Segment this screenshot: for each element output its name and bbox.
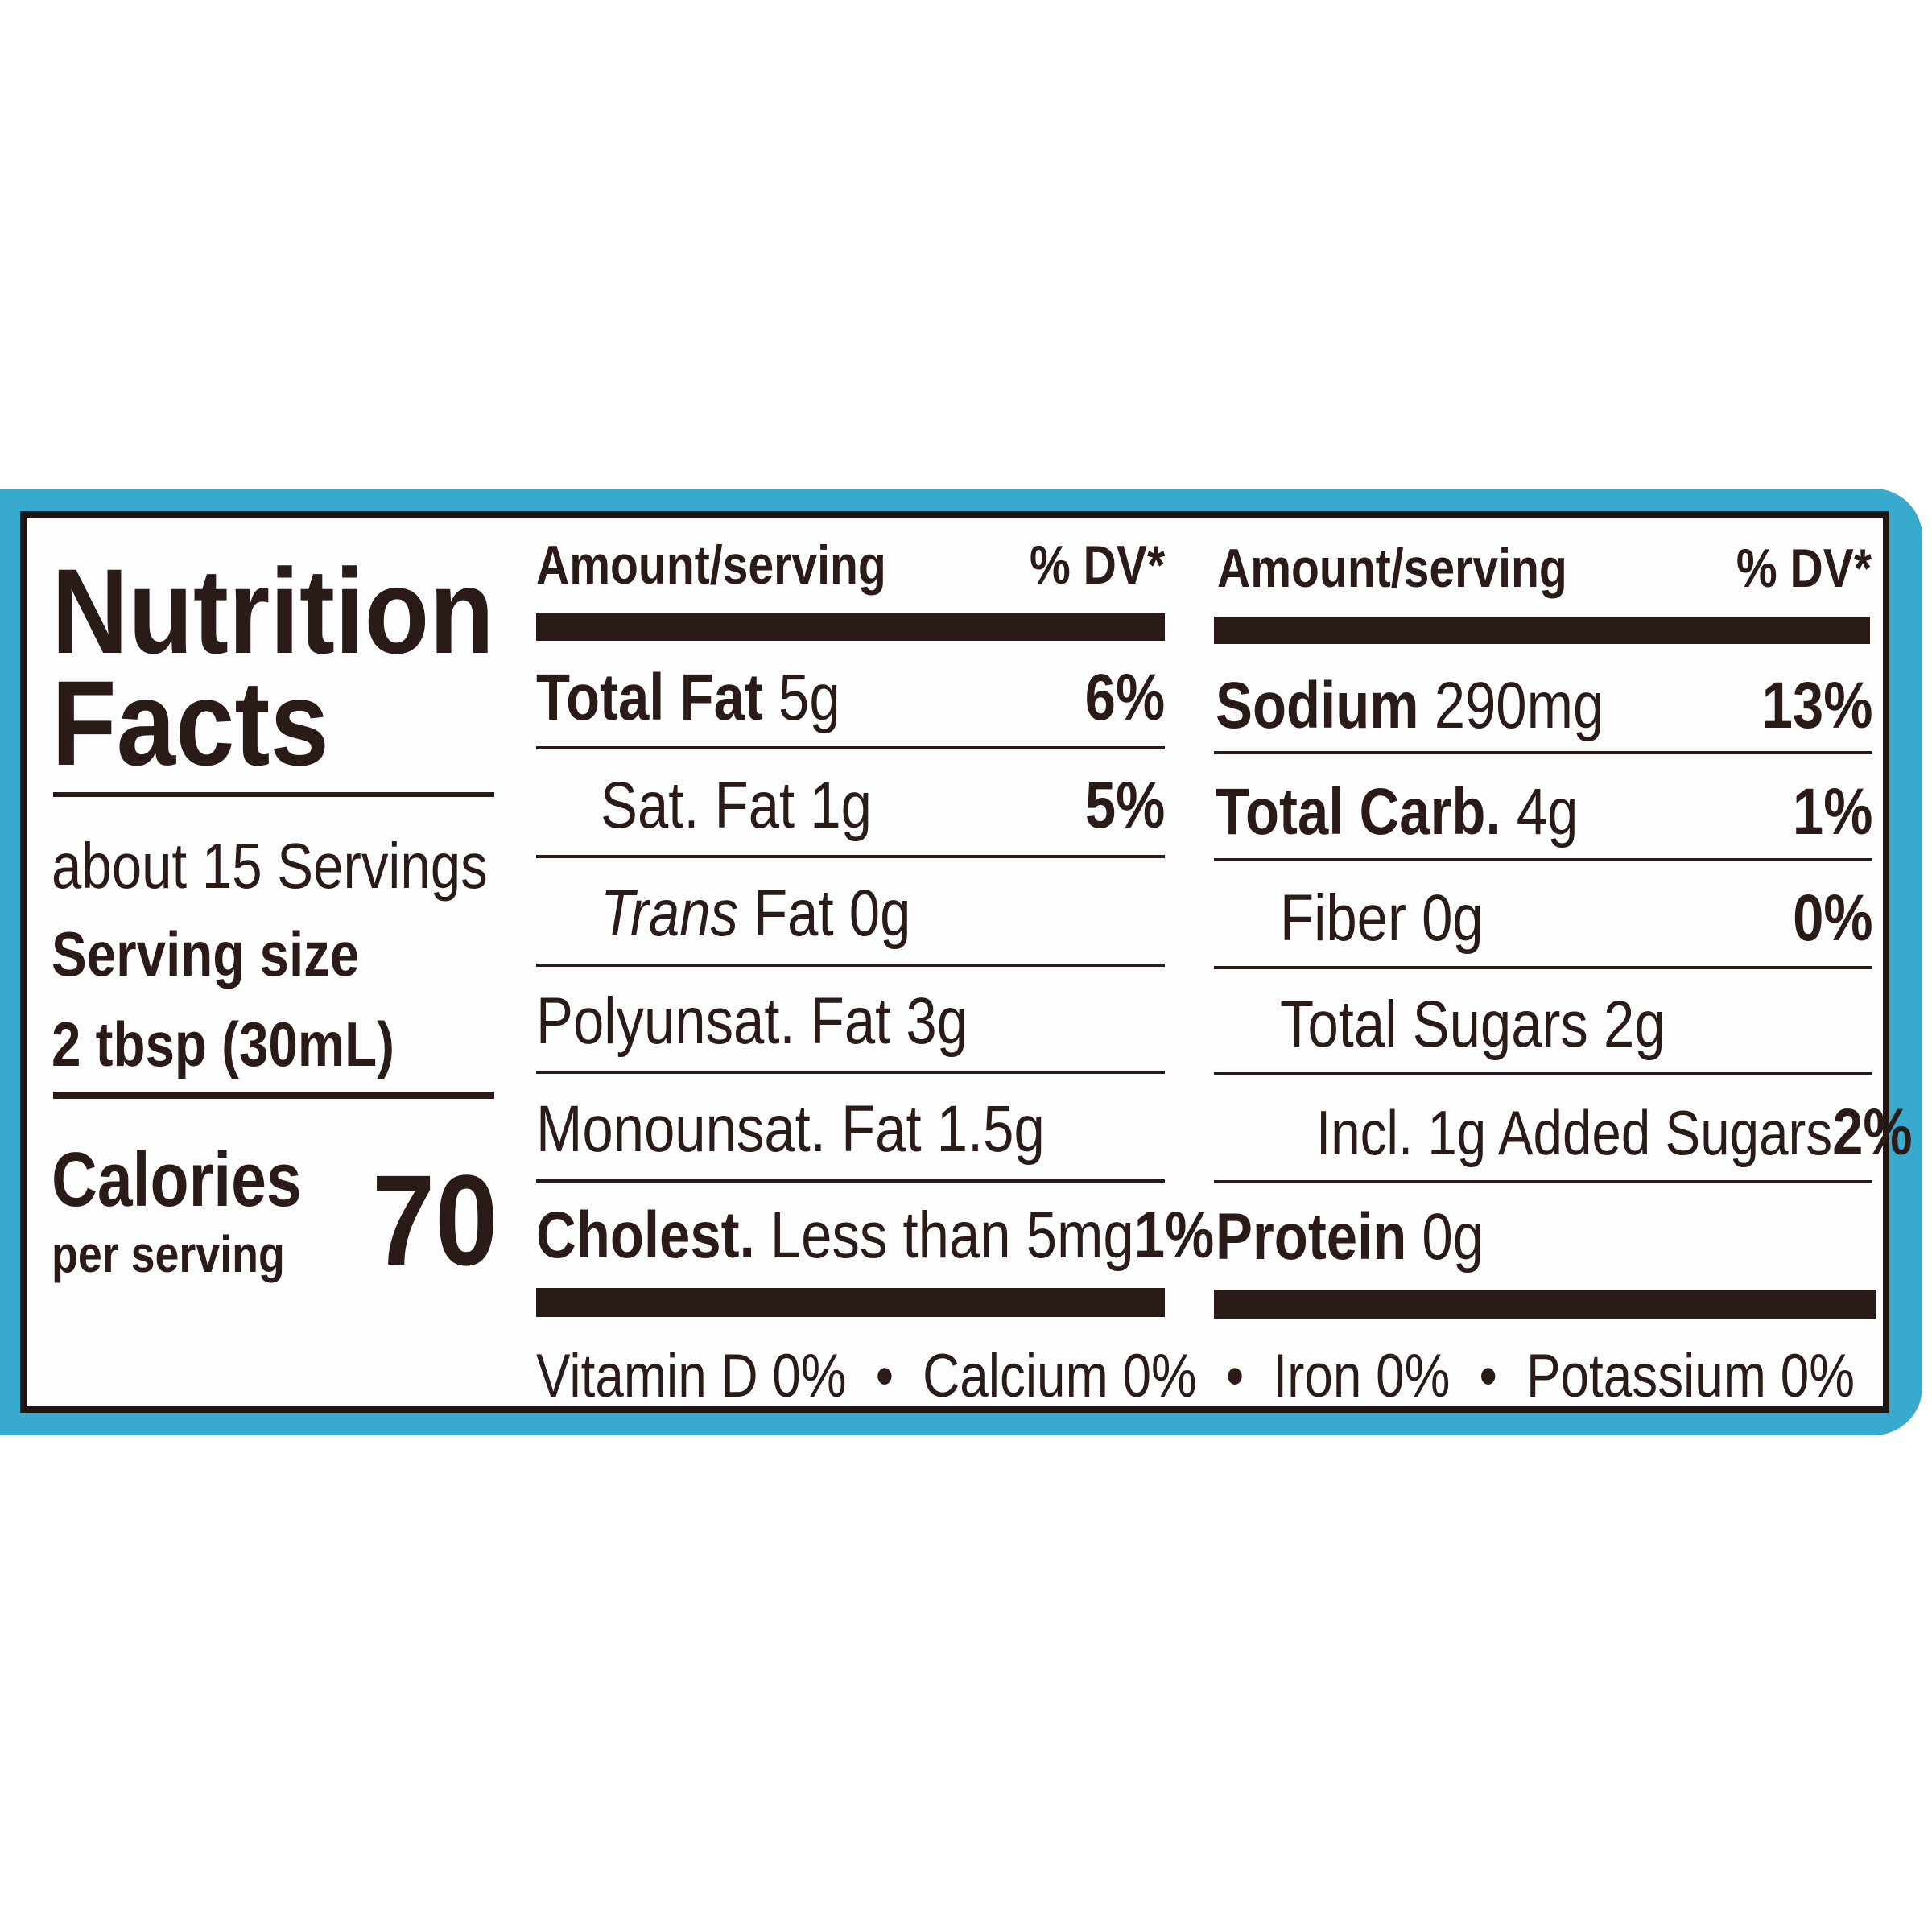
row-divider	[536, 746, 1165, 749]
dv-value: 6%	[1084, 661, 1166, 734]
row-divider	[536, 1179, 1165, 1183]
nutrient-row-sodium: Sodium 290mg 13%	[1216, 669, 1873, 742]
thick-bar	[536, 613, 1165, 641]
header-dv: % DV*	[1029, 535, 1166, 596]
calcium: Calcium 0%	[923, 1342, 1197, 1410]
calories-label: Calories	[52, 1137, 302, 1223]
bullet: •	[1225, 1342, 1245, 1410]
header-amount: Amount/serving	[536, 535, 886, 596]
nutrient-row-total-sugars: Total Sugars 2g	[1280, 988, 1666, 1061]
nutrient-row-trans-fat: Trans Fat 0g	[601, 877, 911, 950]
dv-value: 1%	[1133, 1199, 1215, 1272]
nutrient-row-total-carb: Total Carb. 4g 1%	[1216, 775, 1873, 848]
title-facts: Facts	[52, 655, 329, 791]
row-divider	[1214, 1072, 1872, 1075]
dv-value: 2%	[1832, 1096, 1913, 1169]
header-amount: Amount/serving	[1217, 538, 1567, 599]
thick-bar	[1214, 1290, 1876, 1319]
nutrient-row-protein: Protein 0g	[1216, 1200, 1484, 1274]
vitamin-d: Vitamin D 0%	[536, 1342, 847, 1410]
dv-value: 0%	[1793, 881, 1873, 955]
thick-bar	[1214, 617, 1870, 644]
nutrient-row-fiber: Fiber 0g 0%	[1280, 881, 1873, 955]
iron: Iron 0%	[1273, 1342, 1451, 1410]
row-divider	[536, 855, 1165, 858]
dv-value: 1%	[1792, 775, 1873, 848]
servings-per-container: about 15 Servings	[52, 830, 488, 902]
header-dv: % DV*	[1736, 538, 1872, 599]
serving-size-value: 2 tbsp (30mL)	[52, 1009, 394, 1080]
nutrient-row-monounsat-fat: Monounsat. Fat 1.5g	[536, 1092, 1045, 1166]
nutrient-row-cholesterol: Cholest. Less than 5mg 1%	[536, 1199, 1215, 1272]
divider-thick	[53, 1092, 494, 1099]
nutrition-facts-panel	[20, 511, 1889, 1413]
row-divider	[1214, 966, 1872, 969]
nutrient-row-sat-fat: Sat. Fat 1g 5%	[601, 769, 1166, 842]
row-divider	[1214, 751, 1872, 754]
dv-value: 13%	[1761, 669, 1873, 742]
row-divider	[1214, 1180, 1872, 1183]
nutrient-row-polyunsat-fat: Polyunsat. Fat 3g	[536, 985, 968, 1058]
potassium: Potassium 0%	[1525, 1342, 1855, 1410]
right-table-header: Amount/serving % DV*	[1217, 541, 1872, 596]
calories-value: 70	[372, 1148, 498, 1292]
row-divider	[536, 964, 1165, 967]
thick-bar	[536, 1288, 1165, 1317]
dv-value: 5%	[1084, 769, 1166, 842]
divider	[53, 792, 494, 797]
bullet: •	[1479, 1342, 1497, 1410]
nutrient-row-added-sugars: Incl. 1g Added Sugars 2%	[1316, 1096, 1913, 1169]
calories-sublabel: per serving	[52, 1225, 285, 1283]
left-table-header: Amount/serving % DV*	[536, 538, 1165, 592]
bullet: •	[875, 1342, 894, 1410]
title-nutrition: Nutrition	[52, 543, 494, 679]
row-divider	[1214, 858, 1872, 861]
vitamins-minerals-row: Vitamin D 0% • Calcium 0% • Iron 0% • Po…	[536, 1346, 1855, 1407]
nutrient-row-total-fat: Total Fat 5g 6%	[536, 661, 1166, 734]
serving-size-label: Serving size	[52, 919, 360, 989]
row-divider	[536, 1071, 1165, 1074]
